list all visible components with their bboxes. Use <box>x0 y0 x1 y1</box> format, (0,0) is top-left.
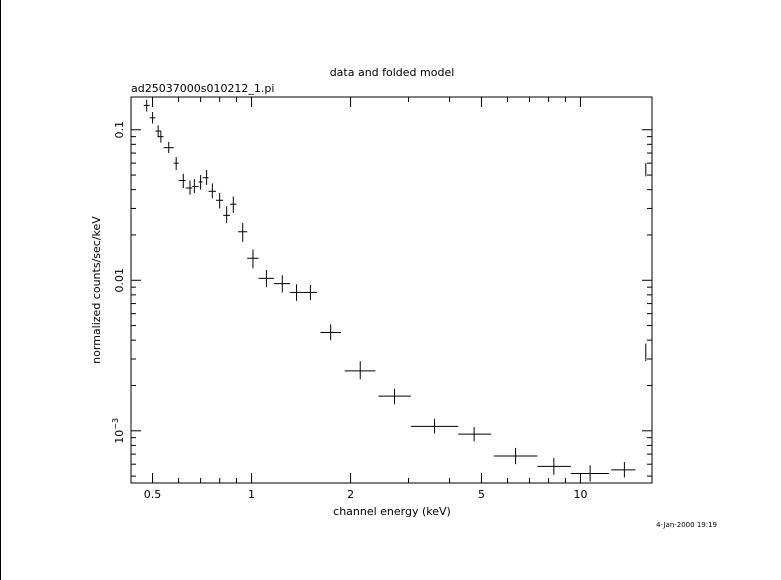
data-point <box>178 173 186 189</box>
data-point <box>208 183 217 199</box>
chart-title: data and folded model <box>330 66 455 79</box>
y-tick-label: 0.01 <box>113 268 126 293</box>
data-point <box>238 223 248 242</box>
data-point <box>320 324 341 341</box>
data-point <box>149 112 156 124</box>
y-tick-label: 0.1 <box>113 121 126 139</box>
data-point <box>273 275 291 293</box>
x-tick-label: 0.5 <box>144 488 162 501</box>
data-point <box>458 426 492 442</box>
timestamp: 4-Jan-2000 19:19 <box>656 521 717 529</box>
data-point <box>202 170 209 185</box>
data-point <box>143 99 150 112</box>
data-point <box>192 179 199 193</box>
chart-subtitle: ad25037000s010212_1.pi <box>131 82 274 95</box>
plot-frame <box>130 96 653 484</box>
data-point <box>155 125 161 138</box>
x-tick-label: 2 <box>347 488 354 501</box>
data-point <box>258 270 274 288</box>
data-point <box>378 388 411 405</box>
data-point <box>247 249 259 269</box>
data-point <box>410 418 459 434</box>
data-point <box>198 175 203 190</box>
data-point <box>230 196 237 213</box>
data-point <box>570 465 609 482</box>
data-point <box>344 361 376 380</box>
x-tick-label: 10 <box>573 488 587 501</box>
data-point <box>290 284 304 301</box>
data-point <box>493 447 538 465</box>
x-axis-ticks: 0.5 1 2 5 10 <box>144 97 587 501</box>
data-point <box>158 131 164 143</box>
data-point <box>173 156 179 171</box>
data-point <box>163 141 174 154</box>
y-axis-label: normalized counts/sec/keV <box>90 216 103 364</box>
x-tick-label: 1 <box>248 488 255 501</box>
data-point <box>537 457 571 475</box>
data-point <box>611 462 636 478</box>
data-point <box>303 285 317 300</box>
x-axis-label: channel energy (keV) <box>333 505 451 518</box>
data-point <box>216 192 224 209</box>
data-point <box>223 206 231 224</box>
data-point <box>185 180 193 195</box>
x-tick-label: 5 <box>478 488 485 501</box>
data-points <box>143 99 647 482</box>
